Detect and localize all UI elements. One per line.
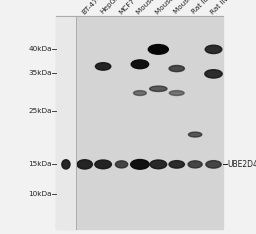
Text: MCF7: MCF7 [117,0,136,15]
Ellipse shape [150,160,167,169]
Ellipse shape [95,63,111,70]
Ellipse shape [205,70,222,78]
Text: 15kDa: 15kDa [28,161,52,167]
Text: Mouse liver: Mouse liver [136,0,169,15]
Text: 40kDa: 40kDa [28,46,52,52]
Ellipse shape [206,161,221,168]
Ellipse shape [131,60,149,69]
Ellipse shape [169,161,184,168]
Text: HepG2: HepG2 [99,0,121,15]
Ellipse shape [131,160,149,169]
Text: BT-474: BT-474 [80,0,103,15]
Text: 35kDa: 35kDa [28,70,52,76]
Text: 25kDa: 25kDa [28,108,52,114]
Ellipse shape [150,86,167,91]
Text: UBE2D4: UBE2D4 [227,160,256,169]
Ellipse shape [188,132,202,137]
Text: 10kDa: 10kDa [28,191,52,197]
Ellipse shape [169,91,184,95]
Ellipse shape [169,66,184,72]
Ellipse shape [188,161,202,168]
Bar [56,16,76,229]
Text: Rat liver: Rat liver [209,0,235,15]
Ellipse shape [95,160,111,169]
Ellipse shape [62,160,70,169]
Text: Mouse kidney: Mouse kidney [173,0,212,15]
Ellipse shape [205,45,222,54]
Ellipse shape [115,161,128,168]
Ellipse shape [148,44,168,54]
Text: Rat lung: Rat lung [191,0,216,15]
Text: Mouse skeletal muscle: Mouse skeletal muscle [154,0,216,15]
Bar [56,16,223,229]
Ellipse shape [134,91,146,95]
Ellipse shape [77,160,92,169]
